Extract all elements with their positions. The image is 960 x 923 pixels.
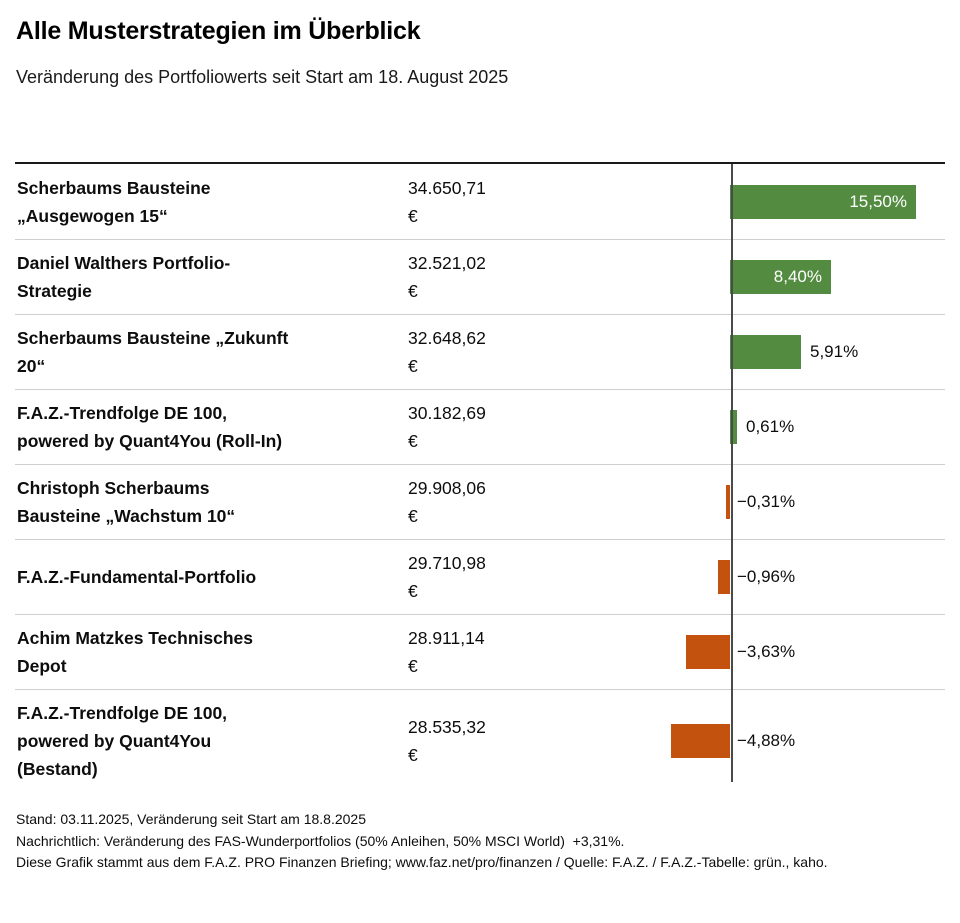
bar-value-label: −4,88% xyxy=(737,731,796,750)
strategy-name: Daniel Walthers Portfolio- Strategie xyxy=(17,253,231,301)
currency-symbol: € xyxy=(408,205,418,226)
table-row: Scherbaums Bausteine „Ausgewogen 15“ 34.6… xyxy=(15,164,945,239)
value-amount: 28.535,32 xyxy=(408,717,486,737)
portfolio-value: 29.710,98 € xyxy=(408,549,638,605)
bar-value-label: 8,40% xyxy=(773,267,822,286)
strategy-name: Achim Matzkes Technisches Depot xyxy=(17,628,254,676)
bar-value-label: −0,96% xyxy=(737,567,796,586)
portfolio-value: 29.908,06 € xyxy=(408,474,638,530)
strategy-name: F.A.Z.-Trendfolge DE 100, powered by Qua… xyxy=(17,703,228,779)
positive-bar xyxy=(730,335,801,369)
bar-cell: 8,40% xyxy=(638,240,945,314)
negative-bar xyxy=(686,635,730,669)
bar-cell: 0,61% xyxy=(638,390,945,464)
table-row: Daniel Walthers Portfolio- Strategie 32.5… xyxy=(15,239,945,314)
currency-symbol: € xyxy=(408,431,418,451)
positive-bar xyxy=(730,410,737,444)
footnote-nachrichtlich: Nachrichtlich: Veränderung des FAS-Wunde… xyxy=(16,832,625,849)
bar-cell: −3,63% xyxy=(638,615,945,689)
currency-symbol: € xyxy=(408,281,418,301)
footnote-source: Diese Grafik stammt aus dem F.A.Z. PRO F… xyxy=(16,854,828,870)
portfolio-value: 32.521,02 € xyxy=(408,249,638,305)
negative-bar xyxy=(718,560,730,594)
positive-bar: 8,40% xyxy=(730,260,831,294)
table-row: F.A.Z.-Trendfolge DE 100, powered by Qua… xyxy=(15,689,945,792)
positive-bar: 15,50% xyxy=(730,184,916,219)
strategy-name: F.A.Z.-Fundamental-Portfolio xyxy=(17,567,257,587)
portfolio-value: 34.650,71 € xyxy=(408,174,638,230)
currency-symbol: € xyxy=(408,506,418,526)
value-amount: 32.648,62 xyxy=(408,328,486,348)
table-row: Christoph Scherbaums Bausteine „Wachstum… xyxy=(15,464,945,539)
bar-cell: −0,96% xyxy=(638,540,945,614)
bar-cell: 15,50% xyxy=(638,164,945,239)
negative-bar xyxy=(726,485,730,519)
footnote-stand: Stand: 03.11.2025, Veränderung seit Star… xyxy=(16,811,366,827)
page-title: Alle Musterstrategien im Überblick xyxy=(16,17,421,45)
currency-symbol: € xyxy=(408,656,418,676)
value-amount: 29.908,06 xyxy=(408,478,486,498)
currency-symbol: € xyxy=(408,581,418,601)
portfolio-value: 28.535,32 € xyxy=(408,713,638,769)
strategy-name: Christoph Scherbaums Bausteine „Wachstum… xyxy=(17,478,236,526)
portfolio-value: 30.182,69 € xyxy=(408,399,638,455)
strategy-table: Scherbaums Bausteine „Ausgewogen 15“ 34.6… xyxy=(15,162,945,792)
value-amount: 32.521,02 xyxy=(408,253,486,273)
bar-value-label: −3,63% xyxy=(737,642,796,661)
value-amount: 29.710,98 xyxy=(408,553,486,573)
bar-value-label: −0,31% xyxy=(737,492,796,511)
bar-cell: 5,91% xyxy=(638,315,945,389)
bar-cell: −0,31% xyxy=(638,465,945,539)
page-subtitle: Veränderung des Portfoliowerts seit Star… xyxy=(16,67,509,87)
table-row: Achim Matzkes Technisches Depot 28.911,14… xyxy=(15,614,945,689)
value-amount: 30.182,69 xyxy=(408,403,486,423)
strategy-name: F.A.Z.-Trendfolge DE 100, powered by Qua… xyxy=(17,403,283,451)
value-amount: 34.650,71 xyxy=(408,177,486,198)
strategy-name: Scherbaums Bausteine „Ausgewogen 15“ xyxy=(17,177,211,226)
zero-axis-line xyxy=(731,164,733,782)
currency-symbol: € xyxy=(408,356,418,376)
bar-value-label: 15,50% xyxy=(849,191,907,211)
table-row: Scherbaums Bausteine „Zukunft 20“ 32.648,… xyxy=(15,314,945,389)
portfolio-value: 32.648,62 € xyxy=(408,324,638,380)
bar-value-label: 0,61% xyxy=(746,417,795,436)
footnotes: Stand: 03.11.2025, Veränderung seit Star… xyxy=(16,809,945,874)
negative-bar xyxy=(671,724,730,758)
bar-cell: −4,88% xyxy=(638,690,945,792)
portfolio-value: 28.911,14 € xyxy=(408,624,638,680)
table-row: F.A.Z.-Trendfolge DE 100, powered by Qua… xyxy=(15,389,945,464)
table-row: F.A.Z.-Fundamental-Portfolio 29.710,98 € −0… xyxy=(15,539,945,614)
currency-symbol: € xyxy=(408,745,418,765)
bar-value-label: 5,91% xyxy=(810,342,859,361)
strategy-name: Scherbaums Bausteine „Zukunft 20“ xyxy=(17,328,289,376)
value-amount: 28.911,14 xyxy=(408,628,485,648)
page: Alle Musterstrategien im Überblick Verän… xyxy=(15,14,945,874)
